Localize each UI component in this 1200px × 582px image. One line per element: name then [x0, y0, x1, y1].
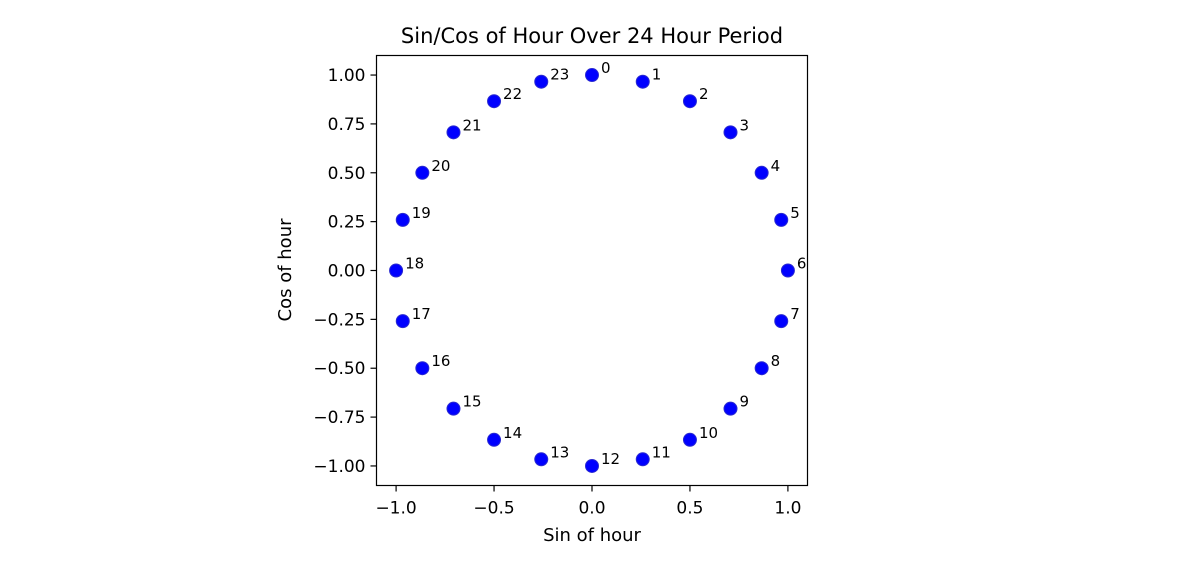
scatter-point — [534, 452, 549, 467]
scatter-point — [774, 212, 789, 227]
scatter-point — [395, 212, 410, 227]
plot-frame — [375, 54, 809, 487]
scatter-point — [585, 458, 599, 473]
point-label: 17 — [412, 305, 431, 323]
point-label: 20 — [431, 157, 450, 175]
scatter-point — [446, 125, 461, 140]
y-tick-label: −0.75 — [313, 408, 365, 428]
scatter-point — [534, 74, 549, 89]
scatter-point — [780, 263, 795, 278]
point-label: 23 — [550, 66, 569, 84]
y-tick-label: 0.50 — [328, 164, 366, 184]
point-label: 10 — [699, 424, 718, 442]
y-tick-label: −0.25 — [313, 310, 365, 330]
scatter-point — [415, 165, 430, 180]
point-label: 9 — [740, 393, 750, 411]
scatter-point — [682, 432, 697, 447]
y-tick-label: 1.00 — [328, 66, 366, 86]
point-label: 7 — [790, 305, 800, 323]
scatter-point — [487, 94, 502, 109]
y-tick-label: −0.50 — [313, 359, 365, 379]
point-label: 8 — [771, 352, 781, 370]
point-label: 22 — [503, 85, 522, 103]
point-label: 5 — [790, 204, 800, 222]
point-label: 15 — [462, 393, 481, 411]
scatter-point — [723, 401, 738, 416]
point-label: 18 — [405, 255, 424, 273]
point-label: 2 — [699, 85, 709, 103]
scatter-point — [754, 165, 769, 180]
scatter-point — [754, 361, 769, 376]
point-label: 16 — [431, 352, 450, 370]
x-tick-label: 0.0 — [578, 499, 605, 519]
x-axis-title: Sin of hour — [543, 525, 641, 546]
chart-title: Sin/Cos of Hour Over 24 Hour Period — [401, 24, 783, 48]
point-label: 14 — [503, 424, 522, 442]
x-tick-label: −0.5 — [473, 499, 514, 519]
scatter-point — [487, 432, 502, 447]
y-tick-label: 0.25 — [328, 213, 366, 233]
scatter-point — [395, 314, 410, 329]
point-label: 21 — [462, 116, 481, 134]
x-tick-label: 1.0 — [774, 499, 801, 519]
y-axis-title: Cos of hour — [275, 218, 296, 322]
scatter-point — [389, 263, 404, 278]
point-label: 13 — [550, 443, 569, 461]
y-axis-ticks: 1.00 0.75 0.50 0.25 0.00 −0.25 −0.50 −0.75 −1.00 — [313, 66, 377, 477]
point-label: 4 — [771, 157, 781, 175]
scatter-point — [774, 314, 789, 329]
point-label: 3 — [740, 116, 750, 134]
point-label: 6 — [797, 255, 807, 273]
point-label: 12 — [601, 450, 620, 468]
point-label: 1 — [652, 66, 662, 84]
scatter-point — [446, 401, 461, 416]
scatter-point — [415, 361, 430, 376]
scatter-point — [585, 68, 599, 83]
scatter-point — [682, 94, 697, 109]
x-tick-label: 0.5 — [676, 499, 703, 519]
point-label: 19 — [412, 204, 431, 222]
scatter-point — [723, 125, 738, 140]
scatter-point — [635, 74, 650, 89]
x-tick-label: −1.0 — [375, 499, 416, 519]
y-tick-label: −1.00 — [313, 457, 365, 477]
data-points — [389, 68, 795, 473]
point-label: 11 — [652, 443, 671, 461]
scatter-point — [635, 452, 650, 467]
y-tick-label: 0.00 — [328, 262, 366, 282]
point-label: 0 — [601, 59, 611, 77]
x-axis-ticks: −1.0 −0.5 0.0 0.5 1.0 — [375, 485, 801, 519]
y-tick-label: 0.75 — [328, 115, 366, 135]
